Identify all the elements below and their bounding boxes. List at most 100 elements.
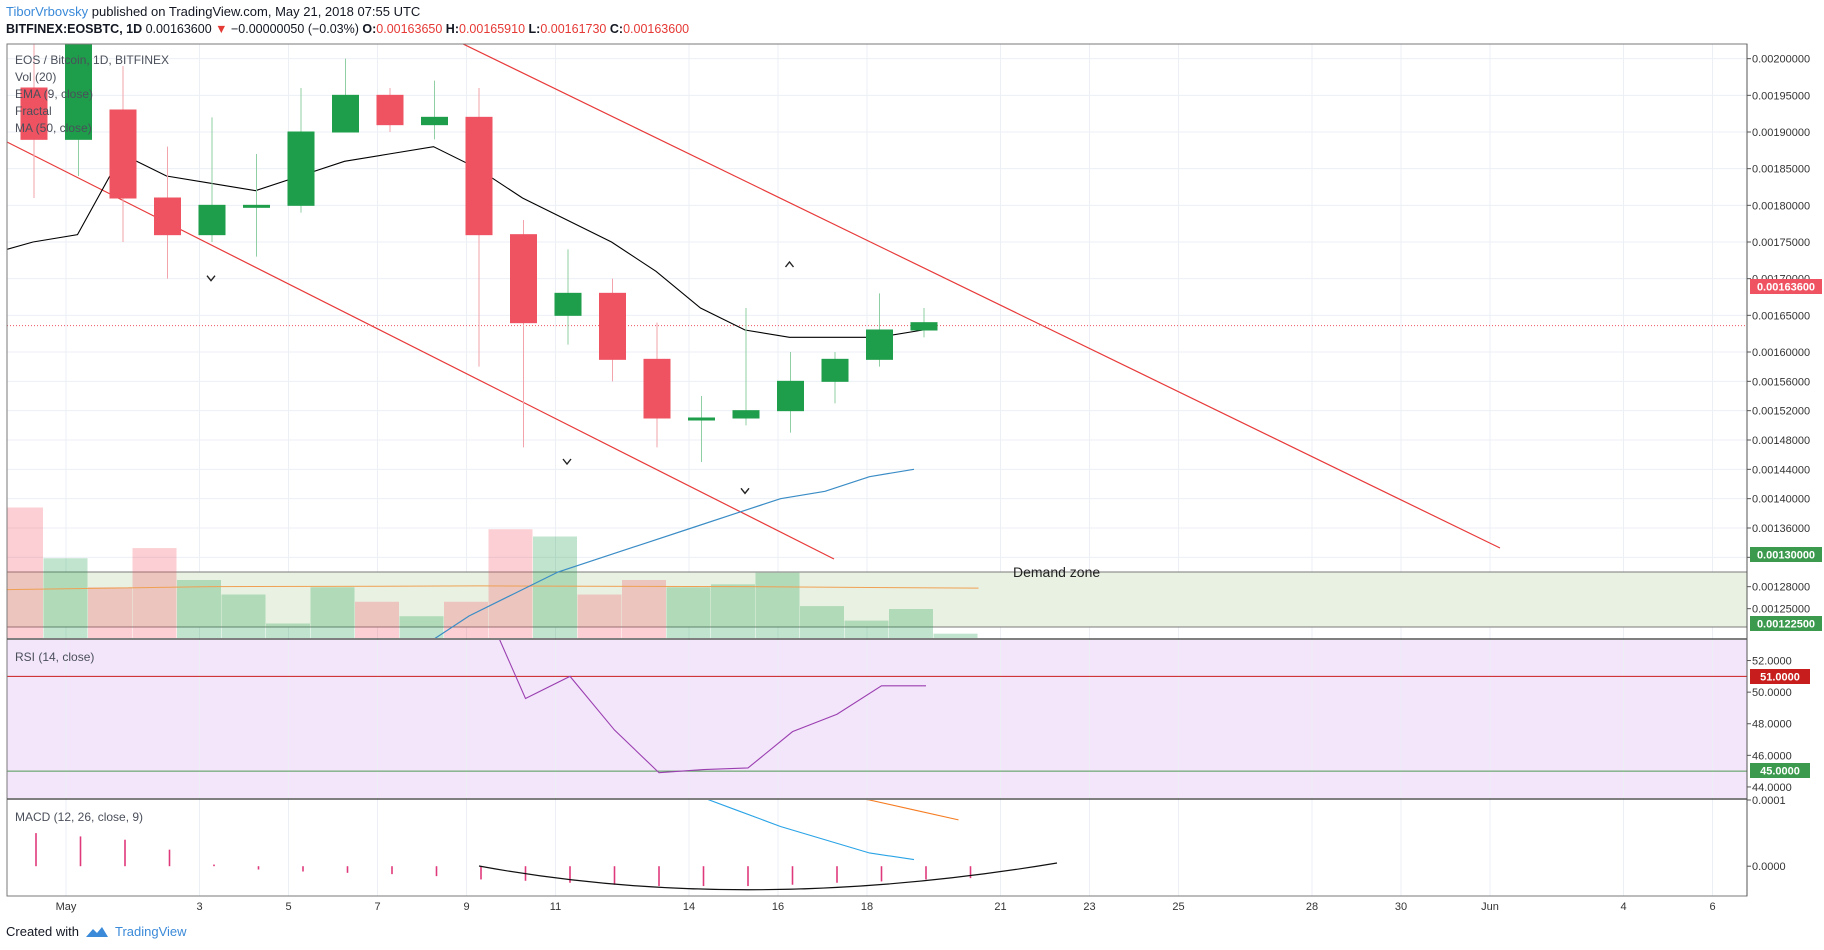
candle-body	[643, 358, 671, 419]
open-label: O:	[362, 22, 377, 36]
trend-line-upper	[461, 44, 1501, 549]
candle	[688, 396, 715, 462]
last-price: 0.00163600	[145, 22, 212, 36]
candle-body	[465, 116, 493, 236]
candle-body	[198, 204, 226, 236]
published-text: published on TradingView.com, May 21, 20…	[91, 4, 421, 19]
volume-bar	[266, 623, 310, 638]
candle	[866, 293, 893, 367]
legend-title: EOS / Bitcoin, 1D, BITFINEX	[15, 53, 169, 67]
high-label: H:	[445, 22, 459, 36]
close-value: 0.00163600	[623, 22, 690, 36]
volume-bar	[399, 616, 444, 638]
y-tick-label: 0.00175000	[1752, 237, 1810, 249]
x-tick-label: 6	[1709, 901, 1715, 913]
candle-body	[154, 197, 181, 236]
volume-bar	[310, 587, 355, 638]
candle-body	[421, 116, 448, 126]
grid	[7, 44, 1747, 896]
candle-body	[20, 87, 48, 140]
volume-bar	[844, 620, 889, 638]
pane-frames	[6, 43, 1748, 897]
legend-ema: EMA (9, close)	[15, 87, 93, 101]
macd-signal-line	[865, 800, 959, 821]
candle-body	[376, 94, 404, 126]
author-link[interactable]: TiborVrbovsky	[6, 4, 89, 19]
rsi-tick-label: 44.0000	[1752, 782, 1792, 794]
y-tick-label: 0.00195000	[1752, 90, 1810, 102]
rsi-tick-label: 52.0000	[1752, 656, 1792, 668]
macd-line	[707, 800, 915, 861]
x-tick-label: 3	[196, 901, 202, 913]
created-with-text: Created with	[6, 924, 79, 939]
tradingview-logo-icon	[85, 926, 108, 937]
candle-body	[109, 109, 137, 199]
candle	[243, 154, 270, 257]
candle	[287, 88, 315, 213]
x-tick-label: 7	[374, 901, 380, 913]
low-value: 0.00161730	[540, 22, 607, 36]
y-tick-label: 0.00200000	[1752, 54, 1810, 66]
candle	[510, 220, 537, 448]
footer: Created with TradingView	[6, 924, 187, 939]
badge-rsi-upper: 51.0000	[1750, 669, 1810, 684]
volume-bar	[444, 601, 488, 638]
x-tick-label: 16	[772, 901, 784, 913]
y-tick-label: 0.00125000	[1752, 604, 1810, 616]
trend-line-lower	[7, 141, 835, 560]
volume-bar	[177, 580, 221, 638]
y-tick-label: 0.00160000	[1752, 347, 1810, 359]
demand-zone-label: Demand zone	[1013, 564, 1100, 580]
volume-bar	[755, 572, 800, 638]
demand-zone	[6, 571, 1748, 628]
candle	[20, 44, 48, 198]
y-tick-label: 0.00165000	[1752, 310, 1810, 322]
ohlc-header: BITFINEX:EOSBTC, 1D 0.00163600 ▼ −0.0000…	[6, 22, 689, 36]
macd-tick-label: 0.0000	[1752, 861, 1786, 873]
badge-rsi-lower: 45.0000	[1750, 763, 1810, 778]
y-tick-label: 0.00152000	[1752, 406, 1810, 418]
close-label: C:	[609, 22, 624, 36]
fractal-arrow-icon	[562, 458, 572, 466]
rsi-tick-label: 46.0000	[1752, 750, 1792, 762]
candle-body	[777, 380, 804, 412]
price-pane	[7, 44, 1747, 638]
x-tick-label: 14	[683, 901, 695, 913]
volume-bars	[7, 507, 979, 638]
price-change: −0.00000050 (−0.03%)	[231, 22, 359, 36]
tradingview-link[interactable]: TradingView	[114, 924, 187, 939]
x-tick-label: 28	[1306, 901, 1318, 913]
high-value: 0.00165910	[459, 22, 526, 36]
fractal-arrow-icon	[206, 275, 216, 282]
x-tick-label: 4	[1620, 901, 1626, 913]
candle	[465, 88, 493, 367]
macd-tick-label: 0.0001	[1752, 795, 1786, 807]
candle-body	[332, 94, 359, 133]
rsi-tick-label: 48.0000	[1752, 719, 1792, 731]
candle-body	[910, 322, 938, 331]
fractal-arrow-icon	[740, 487, 750, 495]
macd-pane	[35, 800, 1058, 891]
badge-zone-bottom: 0.00122500	[1750, 616, 1822, 631]
candle-body	[732, 410, 760, 419]
candle	[910, 308, 938, 338]
x-tick-label: 21	[994, 901, 1006, 913]
svg-text:51.0000: 51.0000	[1760, 672, 1800, 684]
y-tick-label: 0.00144000	[1752, 464, 1810, 476]
volume-bar	[88, 587, 132, 638]
candle	[777, 352, 804, 433]
candle	[599, 278, 626, 382]
macd-arc-annotation	[478, 862, 1058, 891]
candle	[154, 146, 181, 279]
volume-bar	[355, 601, 399, 638]
y-tick-label: 0.00156000	[1752, 376, 1810, 388]
y-tick-label: 0.00185000	[1752, 164, 1810, 176]
legend-fractal: Fractal	[15, 104, 52, 118]
x-tick-label: 5	[285, 901, 291, 913]
volume-bar	[533, 536, 577, 638]
candle	[332, 58, 359, 133]
legend-ma: MA (50, close)	[15, 121, 92, 135]
svg-text:0.00130000: 0.00130000	[1757, 550, 1815, 562]
x-tick-label: Jun	[1481, 901, 1499, 913]
